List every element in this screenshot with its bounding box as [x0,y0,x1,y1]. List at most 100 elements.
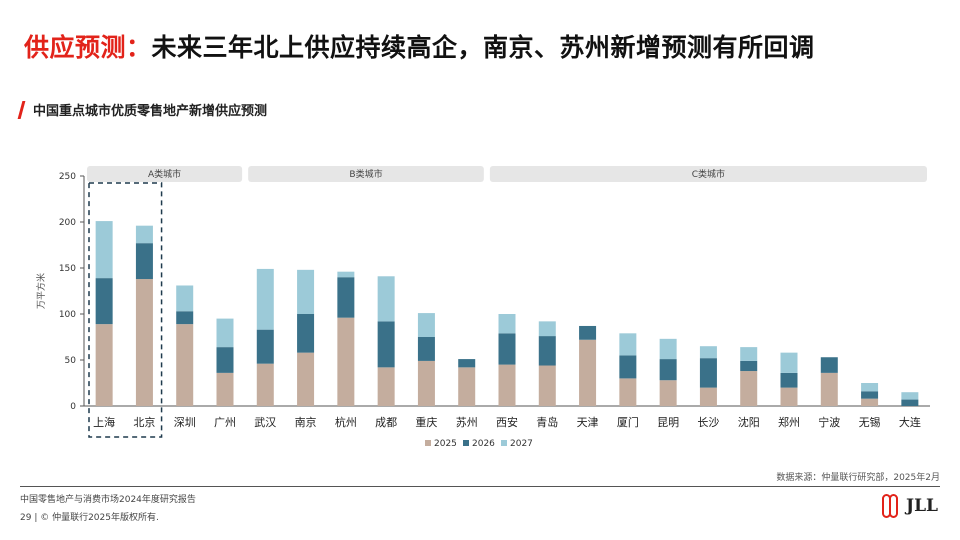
bar-segment-2026 [216,347,234,373]
jll-logo-icon [882,494,902,518]
bar-segment-2026 [699,358,717,388]
bar-segment-2027 [861,383,879,392]
bar-segment-2025 [861,398,879,406]
legend-label: 2027 [510,439,533,449]
bar-segment-2026 [740,360,758,372]
bar-segment-2025 [176,324,194,406]
x-category-label: 沈阳 [738,415,760,429]
bar-segment-2026 [417,337,435,361]
bar-segment-2027 [216,318,234,348]
bar-segment-2026 [95,278,113,325]
bar-segment-2025 [699,387,717,406]
x-category-label: 重庆 [415,415,437,429]
bar-segment-2026 [579,325,597,340]
x-category-label: 杭州 [335,415,357,429]
bar-segment-2026 [538,336,556,366]
x-category-label: 大连 [899,415,921,429]
legend-label: 2025 [434,439,457,449]
legend-swatch-2027 [501,440,507,446]
bar-segment-2027 [619,333,637,356]
bar-segment-2025 [135,279,153,406]
bar-segment-2027 [377,276,395,322]
bar-segment-2025 [780,387,798,406]
jll-logo-text: JLL [906,496,938,516]
x-category-label: 宁波 [818,415,840,429]
x-category-label: 广州 [214,416,236,429]
x-category-label: 成都 [375,416,397,429]
highlight-box [88,182,163,438]
bar-segment-2025 [740,371,758,406]
jll-logo: JLL [882,494,938,518]
footer-divider [20,486,940,487]
bar-segment-2027 [256,268,274,330]
bar-segment-2026 [619,355,637,379]
bar-segment-2025 [256,363,274,406]
legend-swatch-2025 [425,440,431,446]
page-title: 供应预测：未来三年北上供应持续高企，南京、苏州新增预测有所回调 [24,28,815,64]
y-tick-label: 0 [70,402,76,412]
bar-segment-2025 [619,378,637,406]
bar-segment-2027 [337,271,355,278]
bar-segment-2027 [297,269,315,314]
bar-segment-2026 [135,243,153,280]
chart-subtitle: 中国重点城市优质零售地产新增供应预测 [33,104,268,119]
x-category-label: 苏州 [456,416,478,429]
bar-segment-2026 [780,372,798,388]
x-category-label: 上海 [93,415,115,429]
footer-copyright: 29 | © 仲量联行2025年版权所有. [20,513,159,523]
city-group-label: A类城市 [148,168,181,180]
bar-segment-2025 [498,364,516,406]
bar-segment-2026 [337,277,355,318]
bar-segment-2025 [820,372,838,406]
bar-segment-2027 [780,352,798,373]
x-category-label: 昆明 [657,416,679,429]
bar-segment-2026 [176,311,194,325]
y-tick-label: 200 [59,218,76,228]
footer-report-name: 中国零售地产与消费市场2024年度研究报告 [20,495,196,505]
city-group-label: C类城市 [692,168,725,180]
legend-swatch-2026 [463,440,469,446]
bar-segment-2025 [297,352,315,406]
bar-segment-2026 [820,357,838,373]
bar-segment-2026 [498,333,516,365]
bar-segment-2027 [538,321,556,337]
bar-segment-2026 [659,359,677,381]
city-group-header [248,166,484,182]
x-category-label: 无锡 [859,415,881,429]
bar-segment-2027 [901,392,919,400]
chart-subtitle-row: 中国重点城市优质零售地产新增供应预测 [17,100,268,119]
bar-segment-2026 [861,391,879,399]
bar-segment-2027 [659,338,677,360]
legend-label: 2026 [472,439,495,449]
y-tick-label: 50 [65,356,77,366]
city-group-header [87,166,243,182]
bar-segment-2025 [337,317,355,406]
bar-segment-2027 [699,346,717,359]
bar-segment-2025 [538,365,556,406]
x-category-label: 武汉 [254,416,276,429]
x-category-label: 青岛 [536,415,558,429]
x-category-label: 北京 [133,415,155,429]
y-tick-label: 100 [59,310,76,320]
bar-segment-2027 [135,225,153,244]
city-group-label: B类城市 [349,168,382,180]
y-tick-label: 150 [59,264,76,274]
x-category-label: 厦门 [617,415,639,429]
bar-segment-2026 [458,359,476,368]
bar-segment-2025 [659,380,677,406]
x-category-label: 深圳 [174,416,196,429]
bar-segment-2025 [579,339,597,406]
x-category-label: 长沙 [697,416,719,429]
bar-segment-2025 [377,367,395,406]
x-category-label: 西安 [496,415,518,429]
bar-segment-2027 [176,285,194,312]
city-group-header [489,166,927,182]
y-axis-title: 万平方米 [35,273,47,309]
bar-segment-2026 [901,399,919,406]
bar-segment-2027 [740,347,758,361]
bar-segment-2026 [256,329,274,364]
bar-segment-2025 [417,360,435,406]
x-category-label: 南京 [295,415,317,429]
title-prefix: 供应预测： [24,33,152,62]
